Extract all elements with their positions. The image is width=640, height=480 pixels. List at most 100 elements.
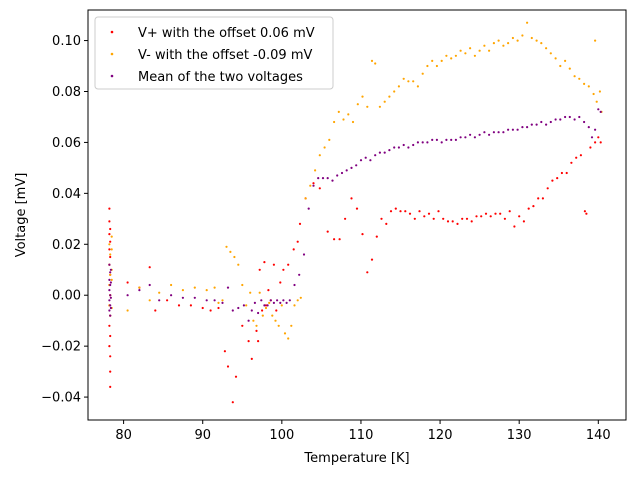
data-point: [370, 59, 374, 63]
data-point: [109, 268, 112, 271]
data-point: [556, 177, 559, 180]
data-point: [109, 334, 112, 338]
data-point: [374, 154, 377, 157]
data-point: [274, 319, 277, 322]
data-point: [568, 67, 571, 70]
data-points-layer: [108, 21, 603, 404]
data-point: [205, 289, 208, 292]
data-point: [492, 42, 495, 45]
data-point: [450, 57, 453, 60]
data-point: [366, 271, 369, 274]
data-point: [213, 286, 216, 289]
x-tick-label: 130: [507, 428, 532, 443]
data-point: [559, 118, 562, 121]
data-point: [589, 146, 592, 149]
data-point: [193, 286, 196, 289]
data-point: [526, 21, 529, 24]
data-point: [412, 143, 415, 147]
data-point: [484, 212, 488, 215]
data-point: [333, 120, 336, 124]
data-point: [378, 151, 381, 154]
data-point: [412, 80, 415, 83]
data-point: [459, 49, 462, 52]
data-point: [237, 263, 240, 266]
data-point: [374, 62, 377, 65]
data-point: [108, 233, 111, 236]
data-point: [109, 283, 112, 287]
data-point: [344, 217, 347, 220]
data-point: [480, 215, 483, 218]
data-point: [108, 299, 111, 302]
data-point: [413, 217, 416, 220]
data-point: [393, 90, 396, 93]
data-point: [583, 210, 587, 213]
x-tick-label: 80: [115, 428, 132, 443]
data-point: [154, 309, 157, 312]
data-point: [158, 291, 161, 294]
data-point: [464, 136, 467, 139]
data-point: [587, 126, 590, 129]
data-point: [110, 235, 113, 238]
data-point: [370, 258, 374, 261]
data-point: [540, 42, 543, 45]
data-point: [109, 314, 112, 317]
data-point: [564, 59, 567, 63]
data-point: [333, 238, 336, 241]
data-point: [527, 207, 530, 210]
data-point: [331, 179, 334, 182]
data-point: [326, 177, 329, 180]
data-point: [209, 309, 212, 312]
data-point: [109, 304, 112, 307]
data-point: [225, 245, 228, 248]
data-point: [170, 283, 173, 287]
data-point: [109, 240, 112, 243]
data-point: [416, 141, 419, 144]
data-point: [518, 215, 521, 218]
data-point: [309, 184, 312, 187]
data-point: [594, 128, 597, 131]
data-point: [217, 306, 220, 310]
data-point: [252, 319, 255, 322]
data-point: [321, 177, 325, 180]
data-point: [272, 263, 275, 266]
data-point: [554, 57, 557, 60]
data-point: [337, 110, 340, 113]
data-point: [193, 296, 196, 299]
data-point: [521, 34, 524, 37]
data-point: [530, 123, 533, 126]
data-point: [347, 113, 350, 116]
data-point: [431, 138, 434, 141]
data-point: [397, 85, 400, 88]
data-point: [189, 304, 192, 307]
data-point: [242, 304, 245, 307]
data-point: [328, 138, 331, 141]
data-point: [237, 306, 240, 310]
data-point: [590, 136, 594, 139]
plot-area-frame: [87, 9, 627, 421]
data-point: [258, 291, 261, 294]
data-point: [288, 299, 291, 302]
data-point: [597, 136, 600, 139]
data-point: [440, 59, 443, 63]
data-point: [108, 309, 111, 312]
data-point: [261, 314, 264, 317]
data-point: [126, 309, 129, 312]
data-point: [345, 169, 348, 172]
legend-marker-mean: [110, 74, 114, 78]
data-point: [250, 357, 253, 360]
data-point: [583, 120, 586, 124]
data-point: [170, 294, 173, 297]
data-point: [421, 72, 424, 75]
data-point: [350, 166, 353, 169]
data-point: [342, 118, 345, 121]
data-point: [375, 235, 378, 238]
data-point: [351, 120, 355, 124]
data-point: [475, 215, 478, 218]
data-point: [488, 133, 491, 136]
data-point: [108, 243, 111, 246]
data-point: [535, 123, 538, 126]
legend-label-mean: Mean of the two voltages: [138, 70, 303, 85]
data-point: [497, 131, 500, 134]
data-point: [241, 283, 244, 287]
